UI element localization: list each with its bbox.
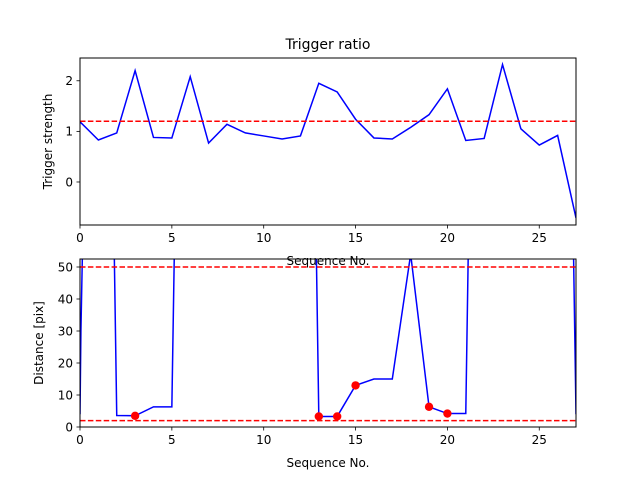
y-axis-label: Distance [pix] <box>32 301 46 385</box>
series-line <box>80 259 576 418</box>
data-point <box>130 411 140 420</box>
x-tick-label: 20 <box>440 231 455 245</box>
x-tick-label: 20 <box>440 433 455 447</box>
data-point <box>332 412 342 421</box>
x-tick-label: 5 <box>168 433 176 447</box>
x-tick-label: 25 <box>532 231 547 245</box>
x-tick-label: 15 <box>348 433 363 447</box>
y-tick-label: 40 <box>58 292 73 306</box>
plot-frame <box>79 258 577 428</box>
y-axis-label: Trigger strength <box>41 94 55 191</box>
x-tick-label: 25 <box>532 433 547 447</box>
y-tick-label: 2 <box>65 74 73 88</box>
y-tick-label: 0 <box>65 420 73 434</box>
y-tick-label: 1 <box>65 125 73 139</box>
data-point <box>443 409 452 418</box>
x-axis-label: Sequence No. <box>287 254 370 268</box>
x-tick-label: 10 <box>256 231 271 245</box>
plot-frame <box>79 57 577 226</box>
chart-trigger-ratio: Trigger ratio 0 5 10 15 20 25 0 1 2 Sequence No.… <box>41 37 577 268</box>
data-point <box>314 412 324 421</box>
x-tick-label: 5 <box>168 231 176 245</box>
x-tick-label: 10 <box>256 433 271 447</box>
y-tick-label: 50 <box>58 260 73 274</box>
y-tick-label: 0 <box>65 175 73 189</box>
y-tick-label: 30 <box>58 324 73 338</box>
data-point <box>424 402 434 412</box>
chart-distance: 0 5 10 15 20 25 0 10 20 30 40 50 Sequence No. Dista… <box>32 258 577 470</box>
y-tick-label: 10 <box>58 388 73 402</box>
x-axis-label: Sequence No. <box>287 456 370 470</box>
chart-title: Trigger ratio <box>284 37 370 53</box>
x-tick-label: 0 <box>76 433 84 447</box>
x-tick-label: 15 <box>348 231 363 245</box>
series-line <box>80 61 576 219</box>
data-point <box>351 381 360 390</box>
y-tick-label: 20 <box>58 356 73 370</box>
x-tick-label: 0 <box>76 231 84 245</box>
